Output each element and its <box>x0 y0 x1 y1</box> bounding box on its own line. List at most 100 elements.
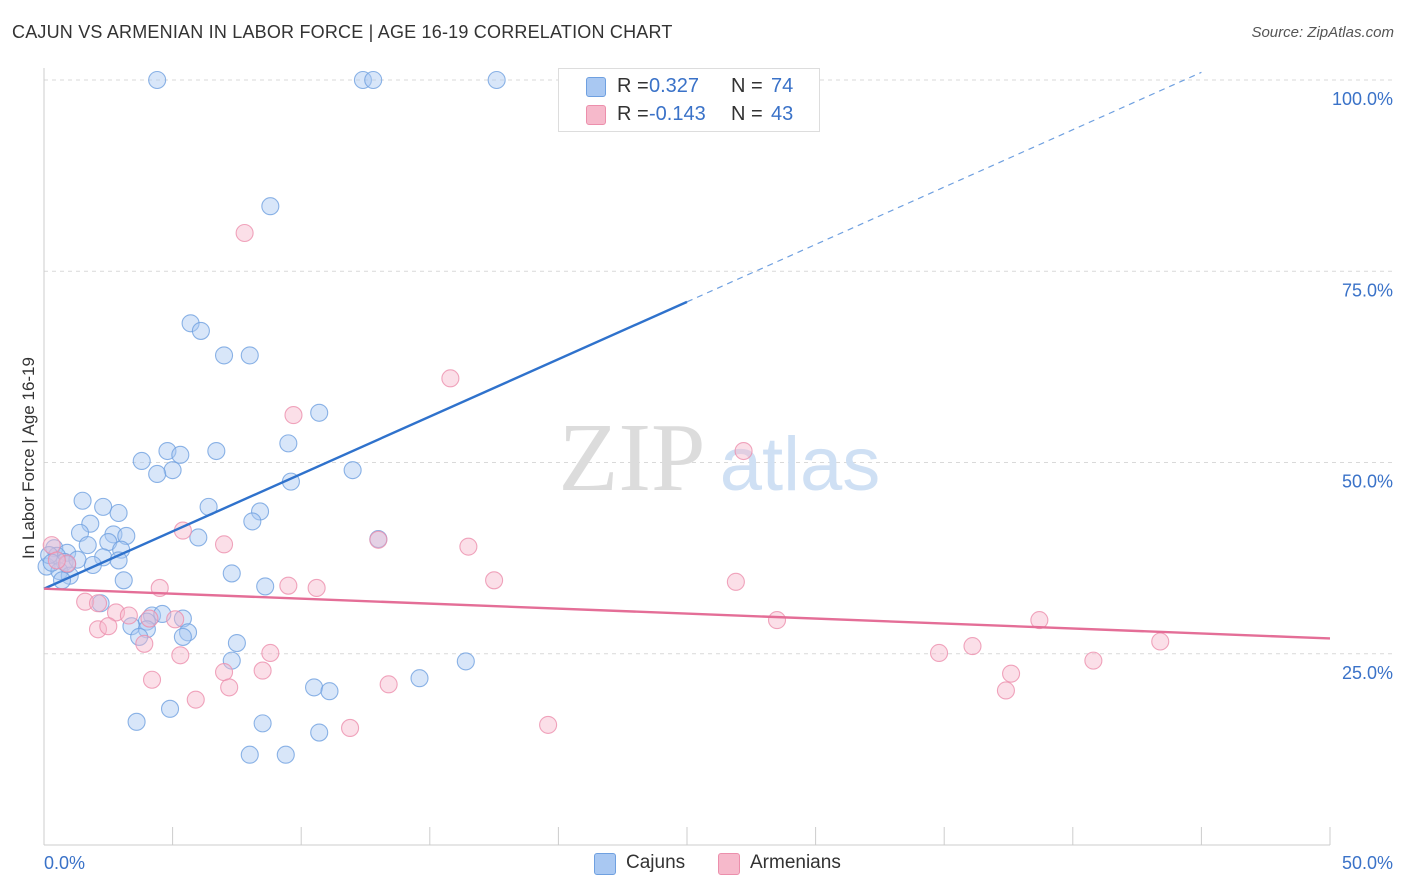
cajuns-point <box>137 620 156 639</box>
n-value: 74 <box>771 75 794 97</box>
armenians-point <box>441 369 460 388</box>
cajuns-point <box>353 70 372 90</box>
cajuns-legend-label: Cajuns <box>626 852 686 873</box>
armenians-point <box>996 681 1015 700</box>
x-tick-label: 50.0% <box>1342 853 1393 873</box>
armenians-point <box>485 571 504 590</box>
cajuns-point <box>132 451 151 471</box>
cajuns-point <box>73 491 92 510</box>
armenians-point <box>379 675 398 694</box>
armenians-point <box>119 606 138 625</box>
armenians-point <box>369 530 388 549</box>
armenians-legend-label: Armenians <box>750 852 841 873</box>
y-tick-label: 25.0% <box>1342 663 1393 683</box>
cajuns-point <box>276 745 295 764</box>
watermark: ZIP atlas <box>559 404 881 512</box>
cajuns-point <box>68 550 87 569</box>
cajuns-point <box>191 321 210 340</box>
armenians-point <box>341 718 360 738</box>
cajuns-point <box>160 699 180 718</box>
r-value: 0.327 <box>649 75 700 97</box>
cajuns-point <box>310 723 329 742</box>
cajuns-point <box>117 526 136 545</box>
armenians-point <box>1151 632 1170 651</box>
cajuns-point <box>173 609 192 628</box>
armenians-point <box>42 536 61 555</box>
trend-layer <box>43 71 1331 640</box>
cajuns-point <box>114 571 133 590</box>
label-layer: 25.0% 50.0% 75.0% 100.0% 0.0% 50.0% In Labor F… <box>19 89 1393 873</box>
cajuns-point <box>181 314 200 333</box>
armenians-point <box>930 643 949 663</box>
armenians-trend-line <box>43 587 1331 640</box>
armenians-point <box>58 554 77 573</box>
points-layer <box>37 70 1170 764</box>
armenians-point <box>253 661 272 680</box>
armenians-swatch <box>586 105 606 125</box>
armenians-point <box>186 690 205 709</box>
cajuns-point <box>127 712 146 731</box>
armenians-point <box>734 441 753 461</box>
armenians-point <box>166 610 185 629</box>
cajuns-point <box>173 627 192 646</box>
armenians-point <box>1030 611 1049 630</box>
cajuns-point <box>364 70 383 90</box>
n-value: 43 <box>771 103 794 125</box>
cajuns-point <box>81 514 100 533</box>
cajuns-swatch <box>586 77 606 97</box>
cajuns-point <box>227 633 246 653</box>
armenians-point <box>284 406 303 425</box>
armenians-point <box>142 670 162 689</box>
cajuns-point <box>207 441 226 461</box>
cajuns-point <box>410 669 429 688</box>
cajuns-point <box>310 403 329 422</box>
legend-row-cajuns: R = 0.327 N = 74 <box>559 73 819 101</box>
cajuns-point <box>279 434 298 453</box>
cajuns-point <box>343 461 362 480</box>
axis-layer <box>43 68 1331 846</box>
cajuns-point <box>148 70 167 90</box>
n-label: N = <box>731 75 763 97</box>
r-label: R = <box>617 75 649 97</box>
y-tick-label: 75.0% <box>1342 280 1393 300</box>
cajuns-point <box>256 577 275 596</box>
cajuns-legend-swatch <box>594 853 616 875</box>
armenians-point <box>88 594 108 613</box>
r-label: R = <box>617 103 649 125</box>
grid-layer <box>44 79 1392 655</box>
watermark-atlas: atlas <box>720 422 881 507</box>
cajuns-point <box>250 502 270 521</box>
cajuns-point <box>163 461 182 480</box>
watermark-zip: ZIP <box>559 404 706 512</box>
cajuns-point <box>320 682 339 701</box>
source-credit: Source: ZipAtlas.com <box>1251 24 1394 41</box>
cajuns-point <box>305 678 324 697</box>
armenians-point <box>88 620 108 639</box>
cajuns-point <box>487 70 506 90</box>
cajuns-point <box>240 346 259 365</box>
r-value: -0.143 <box>649 103 706 125</box>
cajuns-point <box>240 745 259 764</box>
cajuns-point <box>78 536 97 555</box>
cajuns-point <box>243 512 262 531</box>
armenians-point <box>135 634 154 653</box>
cajuns-point <box>109 503 128 523</box>
cajuns-point <box>94 497 113 516</box>
armenians-point <box>235 223 254 243</box>
armenians-point <box>47 551 66 570</box>
y-tick-label: 50.0% <box>1342 472 1393 492</box>
armenians-point <box>307 578 326 598</box>
n-label: N = <box>731 103 763 125</box>
x-tick-label: 0.0% <box>44 853 85 873</box>
cajuns-point <box>222 564 241 583</box>
armenians-point <box>726 572 745 591</box>
y-axis-title: In Labor Force | Age 16-19 <box>19 357 38 559</box>
cajuns-trend-extension <box>686 71 1202 303</box>
armenians-point <box>963 637 982 656</box>
cajuns-point <box>456 652 475 671</box>
cajuns-point <box>189 528 208 547</box>
armenians-point <box>214 663 234 682</box>
cajuns-point <box>171 445 190 464</box>
cajuns-point <box>148 464 167 484</box>
